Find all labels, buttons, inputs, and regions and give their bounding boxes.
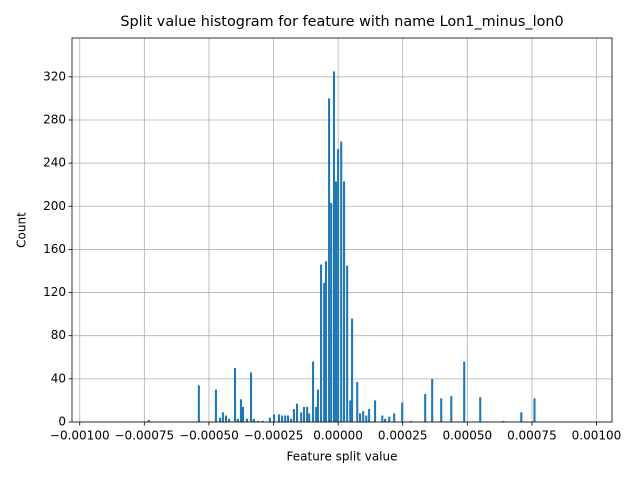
bar [286,415,290,422]
bar [256,420,260,422]
bar [332,71,336,422]
bar [340,141,343,422]
bar [242,406,245,422]
bar [323,282,326,422]
bar [234,368,237,422]
y-tick-label: 120 [43,285,66,299]
bar [281,415,284,422]
bar [330,203,333,422]
x-tick-label: 0.00025 [378,429,428,443]
bar [221,412,224,422]
bar [401,402,404,422]
bar [328,98,331,423]
bar [362,411,365,422]
x-tick-label: −0.00050 [179,429,239,443]
bar [440,398,443,422]
bar [312,361,315,422]
bar [431,378,434,422]
bar [252,418,255,422]
bar [384,418,387,422]
y-tick-label: 0 [58,415,66,429]
x-tick-label: 0.00075 [507,429,557,443]
bar [533,398,536,422]
bar [335,181,338,422]
bar [268,417,271,422]
bar [381,415,384,422]
bar [250,372,253,422]
bar [337,149,340,422]
bar [302,406,306,422]
bar [374,400,377,422]
bar [479,397,482,422]
bar [351,318,354,422]
x-tick-label: 0.00050 [442,429,492,443]
bar [359,413,362,422]
bar [300,412,303,422]
x-tick-label: −0.00075 [115,429,175,443]
x-tick-label: 0.00000 [313,429,363,443]
bar [214,389,217,422]
y-tick-label: 40 [51,371,66,385]
bar [277,414,280,422]
bar [219,417,222,422]
bar [306,406,309,422]
bar [245,418,248,422]
bar [273,414,276,422]
y-tick-label: 200 [43,199,66,213]
bar [236,418,239,422]
bar [424,393,427,422]
bar [316,389,320,422]
bar [228,418,231,422]
y-tick-label: 80 [51,328,66,342]
y-tick-label: 160 [43,242,66,256]
bar [224,415,228,422]
y-tick-label: 320 [43,69,66,83]
bar [356,382,359,422]
bar [292,409,295,422]
bar [520,412,523,422]
bar [284,415,287,422]
x-tick-label: 0.00100 [572,429,622,443]
y-tick-label: 240 [43,156,66,170]
bar [315,406,318,422]
bar [349,400,352,422]
bar [365,415,368,422]
bar [393,413,396,422]
bar [410,420,413,422]
chart-title: Split value histogram for feature with n… [120,14,563,30]
plot-frame [71,37,613,423]
bar [239,399,243,422]
x-tick-label: −0.00100 [50,429,110,443]
bar [502,420,505,422]
x-tick-label: −0.00025 [244,429,304,443]
bar [343,181,346,422]
y-axis-label: Count [15,212,29,248]
bar [368,409,371,422]
x-axis-label: Feature split value [287,450,398,464]
bar [147,419,150,422]
bar [320,264,323,422]
bar [324,261,328,422]
y-tick-label: 280 [43,112,66,126]
bar [290,418,293,422]
bar [296,403,299,422]
bar [463,361,466,422]
bar [450,396,453,422]
bar [261,420,264,422]
bar [388,416,391,422]
bar [346,265,349,422]
bar [308,413,311,422]
bar [197,385,200,422]
